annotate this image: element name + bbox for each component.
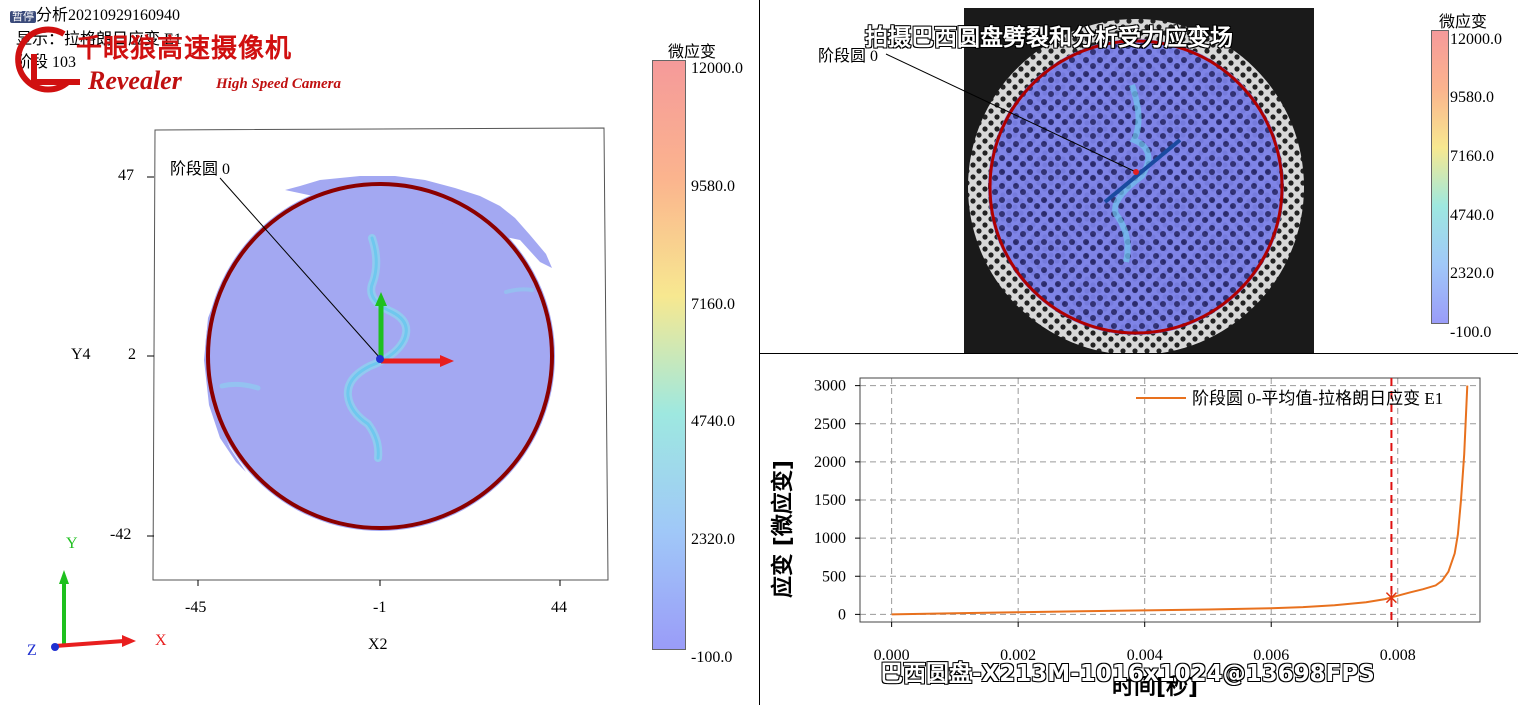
local-x-arrow xyxy=(440,355,454,367)
y-tick-label: 2500 xyxy=(814,416,846,433)
camera-colorbar-tick: 4740.0 xyxy=(1450,207,1494,224)
strain-field-view[interactable]: 暂停 分析20210929160940 显示：拉格朗日应变 E1 阶段 103 千… xyxy=(0,0,759,705)
camera-stage-circle-label: 阶段圆 0 xyxy=(818,48,879,65)
camera-leader-line xyxy=(885,53,1137,173)
triad-y-label: Y xyxy=(66,535,78,552)
camera-image-view[interactable]: 拍摄巴西圆盘劈裂和分析受力应变场 阶段圆 0 微应变 12000.0 9580.… xyxy=(760,0,1518,353)
chart-legend: 阶段圆 0-平均值-拉格朗日应变 E1 xyxy=(1136,389,1443,408)
stage-circle[interactable] xyxy=(206,182,554,530)
y-tick-label: 500 xyxy=(822,568,846,585)
local-origin xyxy=(376,355,384,363)
camera-colorbar xyxy=(1431,30,1449,324)
x-axis-title: X2 xyxy=(368,636,388,653)
x-tick-label: 0.008 xyxy=(1380,647,1416,664)
strain-time-chart-panel[interactable]: 0.000 0.002 0.004 0.006 0.008 0 500 1000 1500 200… xyxy=(760,354,1518,705)
crack-line xyxy=(1103,138,1182,204)
revealer-logo: 千眼狼高速摄像机 Revealer High Speed Camera xyxy=(10,24,390,100)
strain-field-plot xyxy=(51,127,609,651)
global-axes-triad xyxy=(51,570,136,651)
strain-streak xyxy=(1112,84,1152,263)
x-tick-label: 44 xyxy=(551,599,567,616)
chart-axes xyxy=(855,377,1481,627)
camera-stage-circle[interactable] xyxy=(988,39,1284,335)
logo-mark-icon xyxy=(15,26,80,93)
camera-colorbar-tick: 12000.0 xyxy=(1450,31,1502,48)
strain-overlay xyxy=(988,39,1284,335)
triad-x-label: X xyxy=(155,632,167,649)
camera-colorbar-tick: 7160.0 xyxy=(1450,148,1494,165)
y-tick-label: 47 xyxy=(118,167,134,184)
y-tick-label: 3000 xyxy=(814,378,846,395)
panel-divider-vertical xyxy=(759,0,760,705)
y-axis-title: Y4 xyxy=(71,346,91,363)
logo-en-text: Revealer xyxy=(88,66,182,95)
colorbar-tick: 4740.0 xyxy=(691,413,735,430)
camera-colorbar-title: 微应变 xyxy=(1439,14,1488,31)
x-tick-label: -1 xyxy=(373,599,387,616)
current-time-point xyxy=(1385,591,1397,604)
x-tick-label: 0.002 xyxy=(1000,647,1036,664)
y-tick-label: 2 xyxy=(128,346,136,363)
logo-cn-text: 千眼狼高速摄像机 xyxy=(76,34,293,64)
triad-z-label: Z xyxy=(27,642,37,659)
colorbar-tick: 12000.0 xyxy=(691,60,743,77)
panel-divider-horizontal xyxy=(760,353,1518,354)
y-tick-label: 2000 xyxy=(814,454,846,471)
logo-subtitle-text: High Speed Camera xyxy=(216,76,342,92)
camera-overlay-title: 拍摄巴西圆盘劈裂和分析受力应变场 xyxy=(865,25,1234,52)
stage-circle-leader-line xyxy=(219,177,381,359)
chart-time-marker[interactable] xyxy=(1385,378,1397,622)
camera-origin-dot xyxy=(1133,169,1139,175)
y-tick-label: 1500 xyxy=(814,492,846,509)
y-tick-label: -42 xyxy=(110,526,132,543)
colorbar-tick: 9580.0 xyxy=(691,178,735,195)
analysis-id: 分析20210929160940 xyxy=(36,7,181,24)
camera-colorbar-tick: 2320.0 xyxy=(1450,265,1494,282)
camera-colorbar-tick: 9580.0 xyxy=(1450,89,1494,106)
analysis-status: 暂停 分析20210929160940 xyxy=(10,6,180,27)
x-tick-label: 0.004 xyxy=(1127,647,1163,664)
y-tick-label: 1000 xyxy=(814,530,846,547)
strain-time-chart: 0.000 0.002 0.004 0.006 0.008 0 500 1000 1500 200… xyxy=(770,377,1481,700)
paused-badge: 暂停 xyxy=(10,11,36,23)
x-tick-label: -45 xyxy=(185,599,207,616)
camera-colorbar-tick: -100.0 xyxy=(1450,324,1492,341)
display-mode-text: 显示：拉格朗日应变 E1 xyxy=(16,31,182,48)
local-y-arrow xyxy=(375,292,387,306)
legend-label: 阶段圆 0-平均值-拉格朗日应变 E1 xyxy=(1192,389,1443,408)
colorbar xyxy=(652,60,686,650)
x-tick-label: 0.006 xyxy=(1253,647,1289,664)
chart-x-axis-label: 时间[秒] xyxy=(1112,675,1198,700)
y-tick-label: 0 xyxy=(838,606,846,623)
colorbar-title: 微应变 xyxy=(668,44,717,61)
colorbar-tick: -100.0 xyxy=(691,649,733,666)
chart-y-axis-label: 应变 [微应变] xyxy=(770,460,796,598)
chart-grid xyxy=(860,378,1480,622)
chart-overlay-caption: 巴西圆盘-X213M-1016x1024@13698FPS xyxy=(880,661,1376,688)
stage-circle-label: 阶段圆 0 xyxy=(170,161,231,178)
camera-image xyxy=(885,8,1314,353)
chart-tick-labels: 0.000 0.002 0.004 0.006 0.008 0 500 1000 1500 200… xyxy=(814,378,1416,664)
colorbar-tick: 7160.0 xyxy=(691,296,735,313)
x-tick-label: 0.000 xyxy=(874,647,910,664)
colorbar-tick: 2320.0 xyxy=(691,531,735,548)
